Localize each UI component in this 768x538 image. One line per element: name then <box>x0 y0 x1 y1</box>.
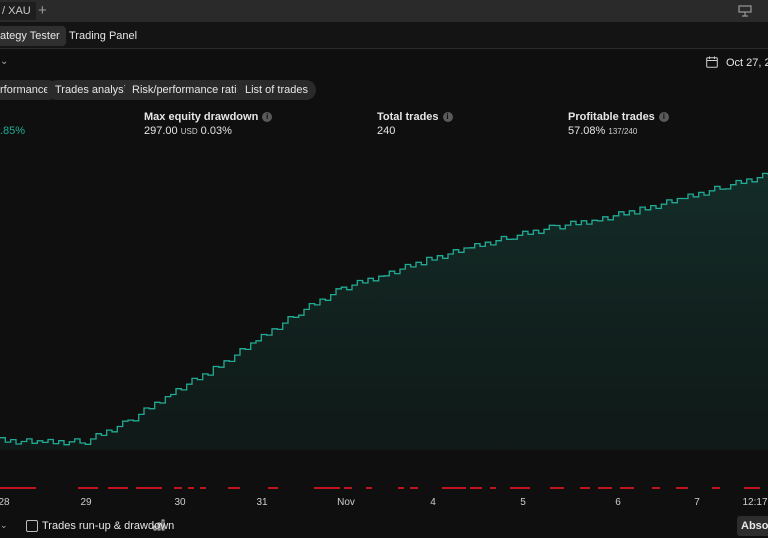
x-tick-label: 6 <box>615 497 621 508</box>
tab-strategy-tester[interactable]: ategy Tester <box>0 26 66 46</box>
date-range-button[interactable]: Oct 27, 20 <box>726 57 768 69</box>
drawdown-mark <box>598 487 612 489</box>
x-tick-label: 29 <box>80 497 92 508</box>
equity-line <box>0 172 768 446</box>
strategy-dropdown-caret[interactable]: ⌄ <box>0 56 9 67</box>
runup-drawdown-checkbox[interactable] <box>26 520 38 532</box>
layout-icon[interactable] <box>738 5 752 17</box>
drawdown-mark <box>712 487 720 489</box>
add-tab-button[interactable]: + <box>38 2 47 19</box>
panel-tabs: ategy Tester Trading Panel <box>0 22 768 49</box>
tab-list-of-trades[interactable]: List of trades <box>237 80 316 100</box>
x-tick-label: 28 <box>0 497 10 508</box>
net-profit-percent: .85% <box>0 125 26 137</box>
chart-bottom-bar: ⌄ Trades run-up & drawdown Absolu <box>0 514 768 538</box>
drawdown-mark <box>344 487 352 489</box>
drawdown-mark <box>490 487 496 489</box>
total-trades-value: 240 <box>377 125 396 137</box>
drawdown-mark <box>136 487 162 489</box>
profitable-trades-title: Profitable trades i <box>568 111 669 123</box>
drawdown-mark <box>676 487 688 489</box>
x-tick-label: 31 <box>256 497 268 508</box>
tab-trading-panel[interactable]: Trading Panel <box>69 30 138 42</box>
drawdown-mark <box>174 487 182 489</box>
x-tick-label: 30 <box>174 497 186 508</box>
x-tick-label: 4 <box>430 497 436 508</box>
equity-area <box>0 173 768 450</box>
drawdown-mark <box>268 487 278 489</box>
collapse-caret[interactable]: ⌄ <box>0 520 8 530</box>
x-tick-label: 7 <box>694 497 700 508</box>
drawdown-mark <box>200 487 206 489</box>
drawdown-mark <box>228 487 240 489</box>
tester-toolbar: ⌄ Oct 27, 20 <box>0 48 768 78</box>
drawdown-mark <box>744 487 760 489</box>
info-icon[interactable]: i <box>442 112 453 123</box>
absolute-toggle-button[interactable]: Absolu <box>737 516 768 536</box>
drawdown-mark <box>188 487 194 489</box>
drawdown-mark <box>550 487 564 489</box>
drawdown-mark <box>580 487 590 489</box>
equity-chart <box>0 172 768 489</box>
x-tick-label: Nov <box>337 497 355 508</box>
profitable-trades-value: 57.08% 137/240 <box>568 125 638 137</box>
drawdown-mark <box>78 487 98 489</box>
tab-performance[interactable]: rformance <box>0 80 58 100</box>
symbol-tab[interactable]: / XAU <box>0 2 36 20</box>
tab-risk-performance-ratios[interactable]: Risk/performance ratios <box>124 80 257 100</box>
info-icon[interactable]: i <box>658 112 669 123</box>
max-drawdown-title: Max equity drawdown i <box>144 111 273 123</box>
drawdown-mark <box>442 487 466 489</box>
report-subtabs: rformance Trades analysis Risk/performan… <box>0 80 768 100</box>
total-trades-title: Total trades i <box>377 111 453 123</box>
info-icon[interactable]: i <box>262 112 273 123</box>
calendar-icon[interactable] <box>706 56 718 68</box>
drawdown-mark <box>314 487 340 489</box>
x-tick-label: 12:17 <box>742 497 768 508</box>
max-drawdown-value: 297.00 USD 0.03% <box>144 125 232 137</box>
drawdown-mark <box>620 487 634 489</box>
drawdown-mark <box>510 487 530 489</box>
drawdown-mark <box>470 487 482 489</box>
drawdown-mark <box>652 487 660 489</box>
drawdown-mark <box>0 487 36 489</box>
tab-trades-analysis[interactable]: Trades analysis <box>47 80 140 100</box>
window-tab-bar: / XAU + <box>0 0 768 23</box>
x-tick-label: 5 <box>520 497 526 508</box>
runup-drawdown-label: Trades run-up & drawdown <box>42 520 175 532</box>
drawdown-mark <box>410 487 418 489</box>
drawdown-mark <box>366 487 372 489</box>
drawdown-mark <box>108 487 128 489</box>
bar-chart-icon[interactable] <box>153 519 165 531</box>
drawdown-mark <box>398 487 404 489</box>
